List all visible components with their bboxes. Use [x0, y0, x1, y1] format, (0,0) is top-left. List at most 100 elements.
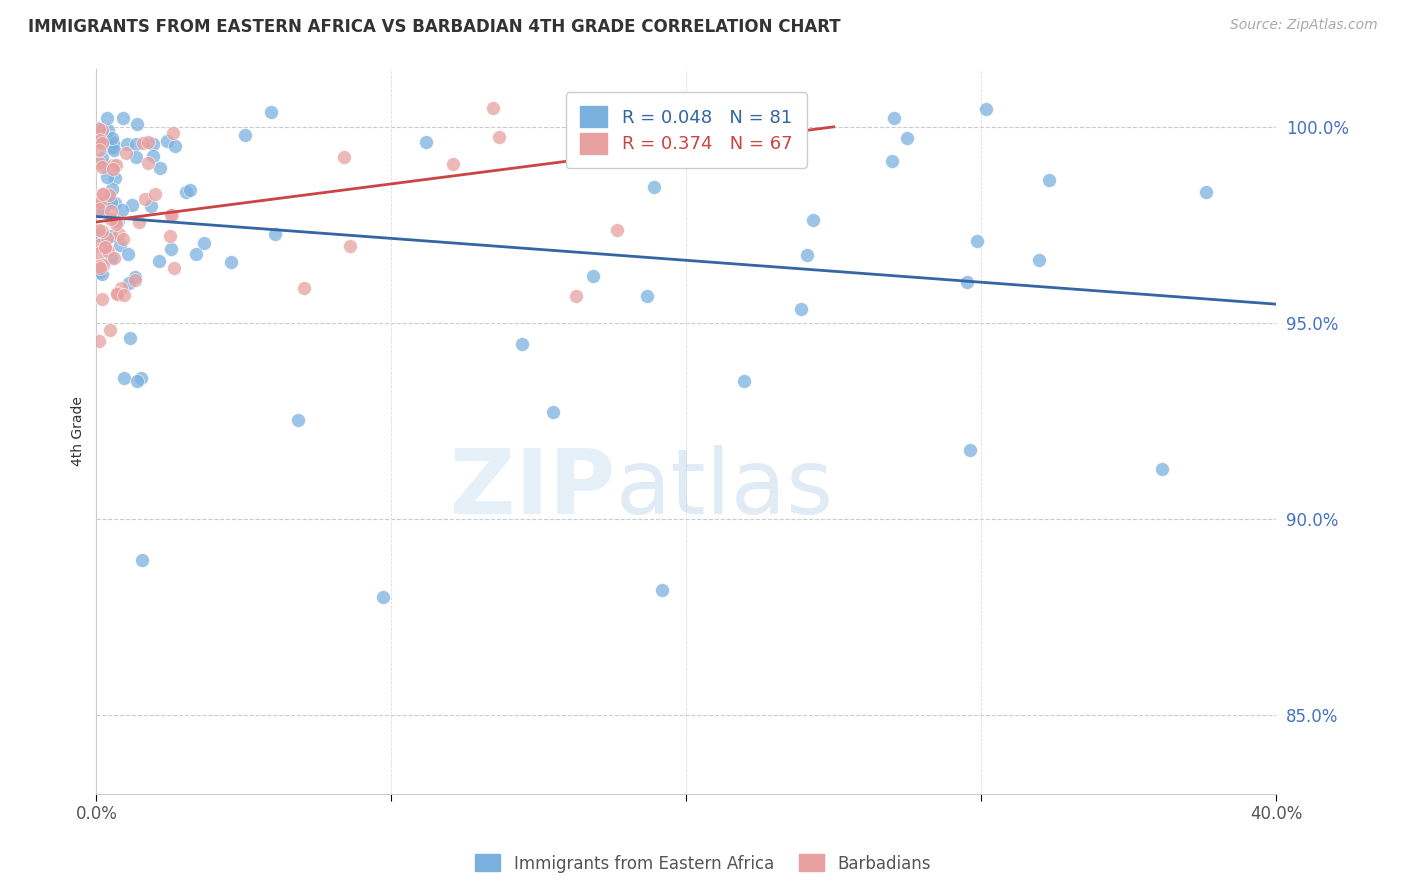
Point — [89, 259, 111, 273]
Point — [482, 101, 505, 115]
Point — [96, 169, 118, 184]
Point — [959, 443, 981, 458]
Point — [112, 112, 135, 126]
Point — [974, 102, 997, 116]
Point — [125, 374, 148, 388]
Point — [129, 370, 152, 384]
Point — [111, 202, 134, 217]
Text: atlas: atlas — [616, 445, 834, 533]
Point — [97, 122, 120, 136]
Point — [120, 331, 142, 345]
Point — [136, 135, 159, 149]
Point — [98, 140, 121, 154]
Point — [91, 187, 114, 202]
Point — [107, 214, 129, 228]
Point — [97, 188, 120, 202]
Point — [100, 131, 122, 145]
Point — [643, 180, 665, 194]
Point — [89, 194, 111, 209]
Point — [105, 217, 128, 231]
Point — [89, 133, 111, 147]
Point — [105, 287, 128, 301]
Point — [132, 136, 155, 151]
Point — [880, 154, 903, 169]
Point — [651, 582, 673, 597]
Point — [110, 281, 132, 295]
Point — [89, 238, 111, 252]
Point — [90, 224, 112, 238]
Point — [101, 140, 124, 154]
Point — [89, 245, 111, 260]
Point — [606, 223, 628, 237]
Point — [415, 135, 437, 149]
Point — [89, 143, 111, 157]
Point — [105, 286, 128, 301]
Point — [108, 227, 131, 241]
Text: Source: ZipAtlas.com: Source: ZipAtlas.com — [1230, 18, 1378, 32]
Point — [160, 207, 183, 221]
Point — [1038, 173, 1060, 187]
Point — [103, 143, 125, 157]
Point — [96, 231, 118, 245]
Point — [100, 204, 122, 219]
Point — [111, 232, 134, 246]
Point — [100, 211, 122, 226]
Point — [966, 235, 988, 249]
Point — [112, 370, 135, 384]
Point — [125, 150, 148, 164]
Point — [101, 158, 124, 172]
Point — [91, 292, 114, 306]
Point — [733, 375, 755, 389]
Point — [89, 265, 111, 279]
Point — [596, 101, 619, 115]
Point — [636, 289, 658, 303]
Point — [1195, 185, 1218, 199]
Point — [100, 251, 122, 265]
Legend: R = 0.048   N = 81, R = 0.374   N = 67: R = 0.048 N = 81, R = 0.374 N = 67 — [565, 92, 807, 168]
Point — [264, 227, 287, 242]
Point — [93, 193, 115, 207]
Point — [600, 101, 623, 115]
Point — [124, 273, 146, 287]
Point — [89, 228, 111, 243]
Point — [287, 413, 309, 427]
Point — [100, 228, 122, 243]
Point — [89, 155, 111, 169]
Point — [796, 248, 818, 262]
Point — [97, 244, 120, 259]
Text: ZIP: ZIP — [450, 445, 616, 533]
Point — [260, 105, 283, 120]
Point — [93, 158, 115, 172]
Point — [101, 181, 124, 195]
Point — [114, 145, 136, 160]
Point — [89, 193, 111, 207]
Point — [124, 269, 146, 284]
Point — [112, 288, 135, 302]
Point — [90, 186, 112, 201]
Point — [90, 136, 112, 150]
Point — [115, 136, 138, 151]
Point — [184, 247, 207, 261]
Legend: Immigrants from Eastern Africa, Barbadians: Immigrants from Eastern Africa, Barbadia… — [468, 847, 938, 880]
Point — [148, 253, 170, 268]
Point — [896, 130, 918, 145]
Point — [89, 223, 111, 237]
Point — [89, 260, 111, 275]
Point — [138, 155, 160, 169]
Point — [541, 405, 564, 419]
Point — [582, 269, 605, 284]
Point — [176, 185, 198, 199]
Point — [124, 136, 146, 151]
Text: IMMIGRANTS FROM EASTERN AFRICA VS BARBADIAN 4TH GRADE CORRELATION CHART: IMMIGRANTS FROM EASTERN AFRICA VS BARBAD… — [28, 18, 841, 36]
Point — [104, 171, 127, 186]
Y-axis label: 4th Grade: 4th Grade — [72, 396, 86, 466]
Point — [89, 120, 111, 135]
Point — [883, 111, 905, 125]
Point — [589, 120, 612, 135]
Point — [117, 247, 139, 261]
Point — [441, 157, 464, 171]
Point — [101, 162, 124, 177]
Point — [233, 128, 256, 142]
Point — [1028, 253, 1050, 268]
Point — [641, 141, 664, 155]
